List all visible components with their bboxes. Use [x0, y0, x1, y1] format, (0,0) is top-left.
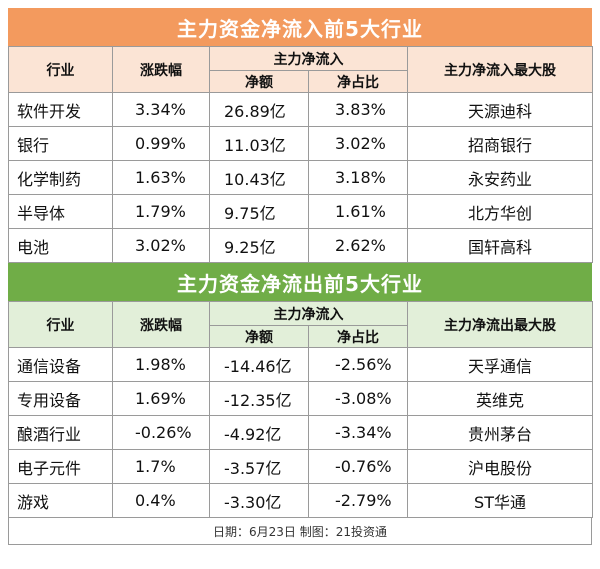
net-amount-cell: 11.03亿: [209, 126, 309, 161]
industry-cell: 电池: [8, 228, 113, 263]
net-amount-cell: -3.57亿: [209, 449, 309, 484]
net-amount-cell: 10.43亿: [209, 160, 309, 195]
industry-cell: 游戏: [8, 483, 113, 518]
change-cell: 0.99%: [112, 126, 210, 161]
net-amount-cell: -4.92亿: [209, 415, 309, 450]
header-industry: 行业: [8, 46, 113, 93]
change-cell: 1.79%: [112, 194, 210, 229]
report-card: 主力资金净流入前5大行业 行业 涨跌幅 主力净流入 主力净流入最大股 净额 净占…: [8, 8, 593, 545]
header-main-net: 主力净流入: [209, 46, 408, 71]
table-row: 通信设备 1.98% -14.46亿 -2.56% 天孚通信: [8, 347, 593, 382]
header-main-net: 主力净流入: [209, 301, 408, 326]
net-amount-cell: 9.75亿: [209, 194, 309, 229]
outflow-title: 主力资金净流出前5大行业: [8, 263, 592, 301]
net-ratio-cell: -0.76%: [308, 449, 408, 484]
net-ratio-cell: 2.62%: [308, 228, 408, 263]
industry-cell: 软件开发: [8, 92, 113, 127]
industry-cell: 酿酒行业: [8, 415, 113, 450]
table-row: 电池 3.02% 9.25亿 2.62% 国轩高科: [8, 228, 593, 263]
header-net-amount: 净额: [209, 70, 309, 93]
top-stock-cell: 沪电股份: [407, 449, 593, 484]
industry-cell: 电子元件: [8, 449, 113, 484]
net-ratio-cell: 1.61%: [308, 194, 408, 229]
top-stock-cell: 招商银行: [407, 126, 593, 161]
net-amount-cell: -14.46亿: [209, 347, 309, 382]
net-amount-cell: -12.35亿: [209, 381, 309, 416]
top-stock-cell: 国轩高科: [407, 228, 593, 263]
header-net-ratio: 净占比: [308, 325, 408, 348]
top-stock-cell: ST华通: [407, 483, 593, 518]
industry-cell: 化学制药: [8, 160, 113, 195]
industry-cell: 半导体: [8, 194, 113, 229]
net-amount-cell: 26.89亿: [209, 92, 309, 127]
change-cell: -0.26%: [112, 415, 210, 450]
inflow-title: 主力资金净流入前5大行业: [8, 8, 592, 46]
header-top-stock: 主力净流入最大股: [407, 46, 593, 93]
change-cell: 3.34%: [112, 92, 210, 127]
top-stock-cell: 贵州茅台: [407, 415, 593, 450]
header-change: 涨跌幅: [112, 301, 210, 348]
table-row: 专用设备 1.69% -12.35亿 -3.08% 英维克: [8, 381, 593, 416]
top-stock-cell: 英维克: [407, 381, 593, 416]
industry-cell: 通信设备: [8, 347, 113, 382]
header-net-amount: 净额: [209, 325, 309, 348]
outflow-table: 行业 涨跌幅 主力净流入 主力净流出最大股 净额 净占比 通信设备 1.98% -1…: [8, 301, 593, 518]
net-ratio-cell: -3.34%: [308, 415, 408, 450]
net-ratio-cell: 3.02%: [308, 126, 408, 161]
change-cell: 1.69%: [112, 381, 210, 416]
net-ratio-cell: -2.79%: [308, 483, 408, 518]
top-stock-cell: 北方华创: [407, 194, 593, 229]
net-amount-cell: -3.30亿: [209, 483, 309, 518]
change-cell: 1.7%: [112, 449, 210, 484]
header-net-ratio: 净占比: [308, 70, 408, 93]
change-cell: 1.98%: [112, 347, 210, 382]
header-top-stock: 主力净流出最大股: [407, 301, 593, 348]
change-cell: 1.63%: [112, 160, 210, 195]
top-stock-cell: 天源迪科: [407, 92, 593, 127]
table-row: 游戏 0.4% -3.30亿 -2.79% ST华通: [8, 483, 593, 518]
net-ratio-cell: 3.83%: [308, 92, 408, 127]
header-industry: 行业: [8, 301, 113, 348]
table-row: 电子元件 1.7% -3.57亿 -0.76% 沪电股份: [8, 449, 593, 484]
table-row: 银行 0.99% 11.03亿 3.02% 招商银行: [8, 126, 593, 161]
top-stock-cell: 天孚通信: [407, 347, 593, 382]
header-change: 涨跌幅: [112, 46, 210, 93]
net-ratio-cell: -2.56%: [308, 347, 408, 382]
net-amount-cell: 9.25亿: [209, 228, 309, 263]
change-cell: 0.4%: [112, 483, 210, 518]
net-ratio-cell: -3.08%: [308, 381, 408, 416]
footer-credit: 日期：6月23日 制图：21投资通: [8, 518, 592, 545]
table-row: 化学制药 1.63% 10.43亿 3.18% 永安药业: [8, 160, 593, 195]
inflow-table: 行业 涨跌幅 主力净流入 主力净流入最大股 净额 净占比 软件开发 3.34% 26…: [8, 46, 593, 263]
table-row: 酿酒行业 -0.26% -4.92亿 -3.34% 贵州茅台: [8, 415, 593, 450]
industry-cell: 专用设备: [8, 381, 113, 416]
net-ratio-cell: 3.18%: [308, 160, 408, 195]
table-row: 软件开发 3.34% 26.89亿 3.83% 天源迪科: [8, 92, 593, 127]
change-cell: 3.02%: [112, 228, 210, 263]
top-stock-cell: 永安药业: [407, 160, 593, 195]
industry-cell: 银行: [8, 126, 113, 161]
table-row: 半导体 1.79% 9.75亿 1.61% 北方华创: [8, 194, 593, 229]
